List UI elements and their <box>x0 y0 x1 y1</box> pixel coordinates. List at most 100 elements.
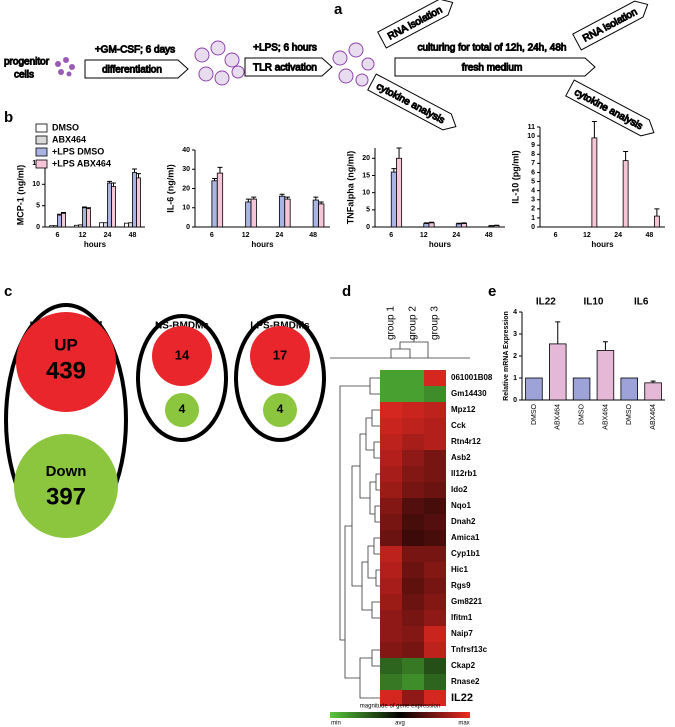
bar <box>49 225 54 228</box>
y-tick-label: 4 <box>513 309 517 316</box>
error-bar <box>279 193 285 197</box>
heat-cell <box>402 658 424 674</box>
bar <box>620 377 638 401</box>
branch: cytokine analysis <box>367 73 457 131</box>
y-tick-label: 5 <box>36 203 40 210</box>
bar-chart: 0 5 10 15 20 TNFalpha (ng/ml) 6 12 24 48 hours <box>345 147 505 249</box>
error-bar <box>136 173 141 178</box>
color-scale <box>330 712 470 718</box>
y-tick-label: 10 <box>527 133 535 140</box>
group-label: IL6 <box>634 297 649 308</box>
y-tick-label: 10 <box>32 181 40 188</box>
y-axis-label: MCP-1 (ng/ml) <box>15 165 25 226</box>
group-label: IL22 <box>536 297 556 308</box>
panel-letter: e <box>488 283 496 300</box>
heat-cell <box>402 498 424 514</box>
down-count: 4 <box>277 402 284 416</box>
branch-label: cytokine analysis <box>374 81 446 126</box>
heat-cell <box>380 386 402 402</box>
y-tick-label: 1 <box>531 215 535 222</box>
x-tick-label: ABX464 <box>650 404 657 430</box>
y-tick-label: 40 <box>182 147 190 154</box>
error-bar <box>623 151 629 161</box>
y-tick-label: 9 <box>531 142 535 149</box>
panel-letter: a <box>334 1 343 18</box>
x-tick-label: 48 <box>129 232 137 239</box>
heat-cell <box>424 498 446 514</box>
error-bar <box>107 180 112 184</box>
error-bar <box>429 221 435 223</box>
dendrogram <box>330 336 470 699</box>
error-bar <box>82 206 87 208</box>
heat-cell <box>380 370 402 386</box>
legend-swatch <box>35 135 48 145</box>
heat-cell <box>424 482 446 498</box>
row-label: Naip7 <box>451 629 473 638</box>
heat-cell <box>380 434 402 450</box>
column-label: group 2 <box>408 306 419 340</box>
x-axis-label: hours <box>591 240 614 249</box>
row-label: Hic1 <box>451 565 468 574</box>
bar <box>245 201 252 228</box>
heat-cell <box>402 386 424 402</box>
legend-label: avg <box>395 721 405 727</box>
row-label: Il12rb1 <box>451 469 477 478</box>
y-tick-label: 0 <box>36 224 40 231</box>
heat-cell <box>424 386 446 402</box>
bar <box>124 222 129 228</box>
column-label: group 3 <box>430 306 441 340</box>
error-bar <box>650 380 656 383</box>
down-circle <box>165 393 199 427</box>
bar <box>572 377 591 401</box>
heat-cell <box>380 546 402 562</box>
column-label: group 1 <box>386 306 397 340</box>
heat-cell <box>380 498 402 514</box>
row-label: Dnah2 <box>451 517 476 526</box>
x-axis-label: hours <box>429 240 452 249</box>
down-count: 397 <box>46 483 86 510</box>
bar <box>111 186 116 228</box>
legend-label: min <box>331 721 341 727</box>
row-label: Amica1 <box>451 533 480 542</box>
heat-cell <box>380 562 402 578</box>
x-tick-label: 6 <box>56 232 60 239</box>
start-label: cells <box>14 70 34 81</box>
heat-cell <box>424 402 446 418</box>
heat-cell <box>380 642 402 658</box>
y-tick-label: 6 <box>531 169 535 176</box>
y-tick-label: 4 <box>531 187 535 194</box>
x-tick-label: 12 <box>420 232 428 239</box>
row-label: IL22 <box>451 692 473 704</box>
arrow-box <box>244 57 333 77</box>
heat-cell <box>380 578 402 594</box>
error-bar <box>396 147 402 159</box>
error-bar <box>555 321 561 344</box>
heat-cell <box>424 370 446 386</box>
bar <box>644 382 662 401</box>
x-tick-label: 12 <box>242 232 250 239</box>
row-label: Ifitm1 <box>451 613 473 622</box>
bar <box>284 198 291 228</box>
heat-cell <box>424 578 446 594</box>
heat-cell <box>424 674 446 690</box>
x-tick-label: 6 <box>210 232 214 239</box>
heat-cell <box>402 690 424 706</box>
cell-cluster <box>194 40 245 86</box>
bar <box>461 223 468 228</box>
error-bar <box>313 196 319 201</box>
bar-chart: 0 10 20 30 40 IL-6 (ng/ml) 6 12 24 48 hours <box>165 147 330 249</box>
row-label: Gm8221 <box>451 597 483 606</box>
down-circle <box>14 434 118 538</box>
heat-cell <box>424 418 446 434</box>
error-bar <box>212 177 218 181</box>
error-bar <box>423 222 429 224</box>
y-tick-label: 10 <box>362 189 370 196</box>
deg-group: LPS-BMDMsABX464174 <box>234 314 326 442</box>
heat-cell <box>380 402 402 418</box>
y-axis-label: TNFalpha (ng/ml) <box>345 151 355 225</box>
bar <box>591 137 598 228</box>
branch: RNA isolation <box>572 0 649 51</box>
error-bar <box>251 196 257 200</box>
heat-cell <box>380 674 402 690</box>
branch-label: cytokine analysis <box>572 87 644 132</box>
